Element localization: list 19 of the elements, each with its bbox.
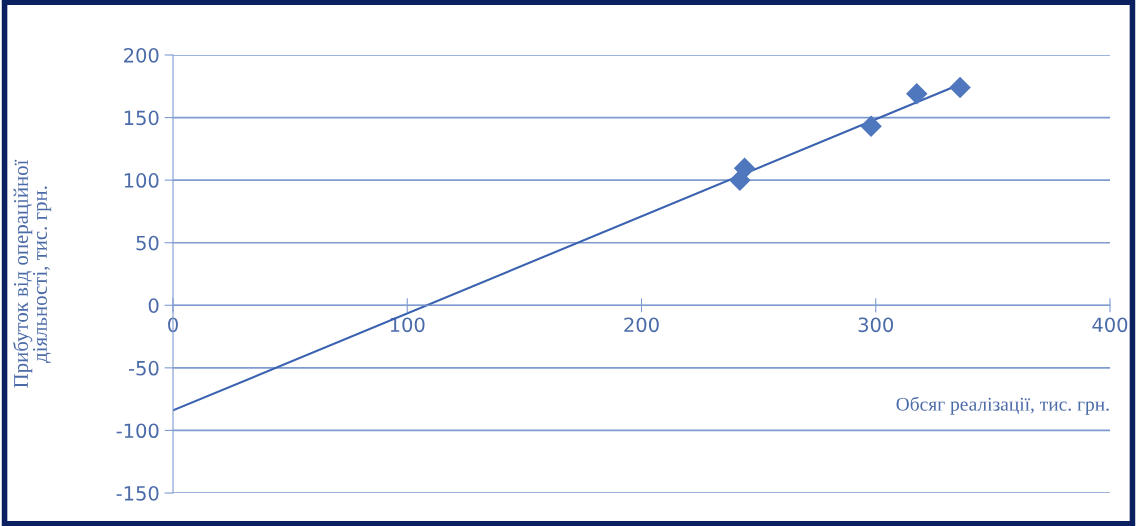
x-tick-label: 0	[168, 317, 178, 333]
x-tick-label: 300	[858, 317, 894, 333]
y-axis-title: Прибуток від операційної діяльності, тис. грн.	[12, 159, 52, 388]
y-tick-label: 0	[148, 298, 159, 313]
x-tick-label: 400	[1092, 317, 1128, 333]
y-tick-label: 100	[124, 173, 159, 188]
point	[733, 157, 756, 180]
x-tick-label: 200	[624, 317, 659, 333]
y-tick-label: -100	[116, 423, 159, 439]
x-axis-title: Обсяг реалізації, тис. грн.	[896, 396, 1109, 415]
y-tick-label: -150	[116, 485, 159, 501]
point	[949, 76, 971, 99]
y-tick-label: 150	[124, 110, 159, 126]
y-tick-label: 200	[124, 47, 159, 63]
point	[905, 83, 928, 105]
y-tick-label: 50	[136, 235, 159, 251]
point	[860, 115, 882, 138]
y-tick-label: -50	[129, 360, 159, 376]
x-tick-label: 100	[390, 317, 425, 333]
